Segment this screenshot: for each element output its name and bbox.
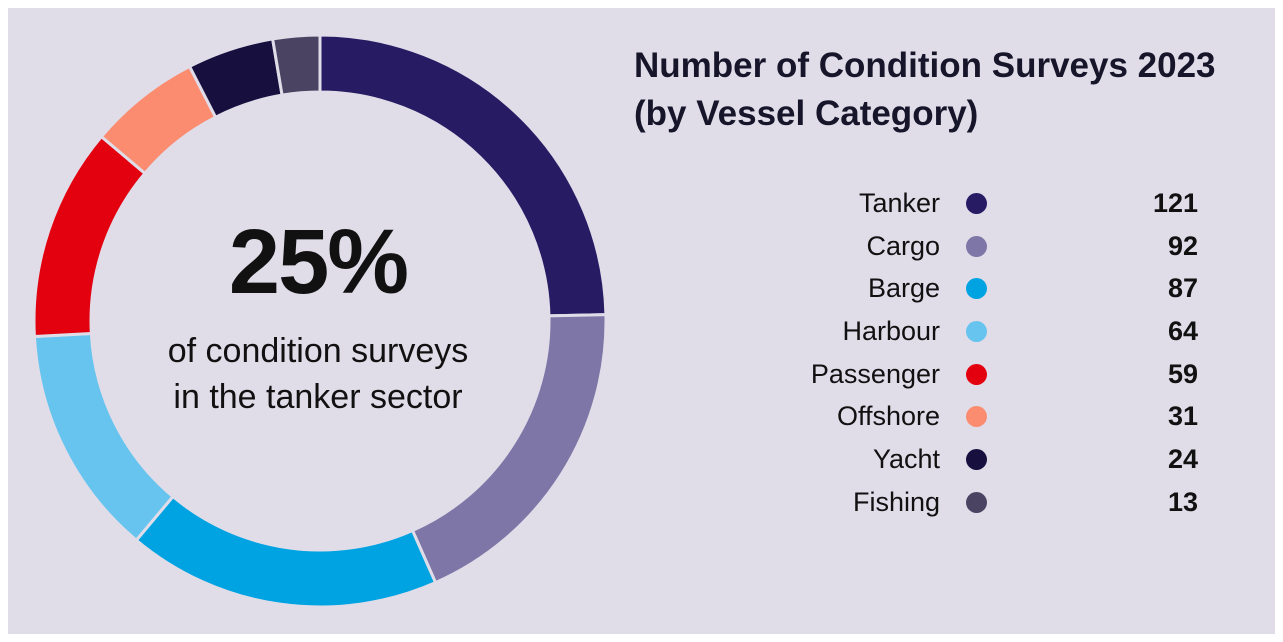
legend-item-cargo: Cargo 92 (708, 227, 1208, 270)
legend-swatch (966, 278, 987, 300)
legend-label: Harbour (842, 316, 940, 347)
legend-value: 87 (1167, 273, 1198, 304)
legend-value: 121 (1152, 188, 1198, 218)
legend-label: Offshore (836, 401, 940, 432)
legend-item-yacht: Yacht 24 (708, 440, 1208, 483)
legend-swatch (966, 363, 987, 385)
legend-item-harbour: Harbour 64 (708, 312, 1208, 355)
legend-swatch (966, 449, 987, 471)
legend-value: 59 (1167, 358, 1198, 389)
legend-value: 31 (1167, 401, 1198, 432)
legend-value: 64 (1167, 316, 1198, 347)
legend-label: Tanker (858, 188, 940, 218)
legend-label: Fishing (852, 486, 940, 517)
legend-swatch (966, 235, 987, 257)
legend-item-tanker: Tanker 121 (708, 184, 1208, 227)
legend-value: 13 (1167, 486, 1198, 517)
legend-swatch (966, 491, 987, 513)
legend-value: 92 (1167, 230, 1198, 261)
donut-chart (32, 33, 608, 609)
legend: Tanker 121 Cargo 92 Barge 87 Harbour 64 Passenge… (708, 184, 1208, 526)
chart-subtitle: (by Vessel Category) (634, 94, 979, 133)
center-percentage: 25% (228, 211, 409, 313)
legend-label: Barge (867, 273, 940, 304)
slice-fishing (270, 33, 322, 97)
legend-swatch (966, 193, 987, 214)
chart-title-block: Number of Condition Surveys 2023 (by Ves… (634, 42, 1264, 138)
legend-swatch (966, 321, 987, 343)
legend-swatch (966, 406, 987, 428)
legend-value: 24 (1167, 444, 1198, 475)
slice-barge (134, 494, 438, 609)
center-caption-line-2: in the tanker sector (173, 378, 463, 416)
legend-item-passenger: Passenger 59 (708, 355, 1208, 398)
center-caption: of condition surveys in the tanker secto… (103, 328, 533, 420)
legend-label: Passenger (810, 358, 940, 389)
legend-item-fishing: Fishing 13 (708, 483, 1208, 526)
center-caption-line-1: of condition surveys (167, 332, 469, 370)
chart-panel: 25% of condition surveys in the tanker s… (8, 8, 1275, 634)
legend-label: Yacht (872, 444, 940, 475)
chart-title: Number of Condition Surveys 2023 (634, 46, 1216, 85)
legend-item-barge: Barge 87 (708, 269, 1208, 312)
legend-item-offshore: Offshore 31 (708, 397, 1208, 440)
legend-label: Cargo (866, 230, 940, 261)
